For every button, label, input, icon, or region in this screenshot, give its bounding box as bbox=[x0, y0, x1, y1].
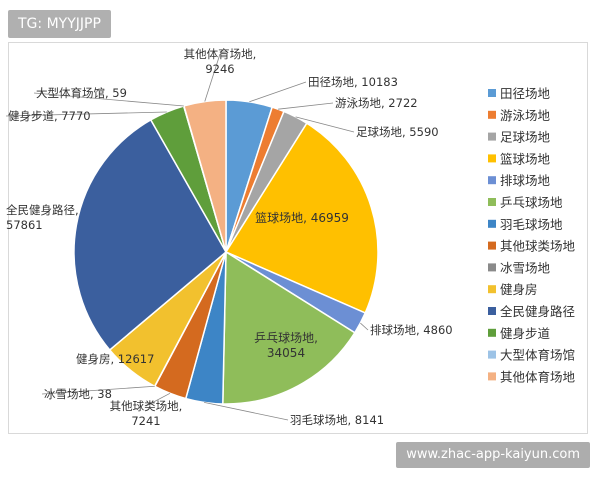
leader-line-6 bbox=[204, 402, 289, 421]
legend-swatch-13 bbox=[488, 372, 496, 381]
legend-label-0: 田径场地 bbox=[500, 86, 551, 101]
data-label-13: 其他体育场地, 9246 bbox=[184, 47, 257, 76]
data-label-1: 游泳场地, 2722 bbox=[335, 96, 418, 110]
leader-line-12 bbox=[33, 92, 184, 107]
legend-swatch-12 bbox=[488, 350, 496, 359]
data-label-12: 大型体育场馆, 59 bbox=[36, 86, 127, 100]
legend-label-12: 大型体育场馆 bbox=[500, 348, 575, 363]
legend-swatch-9 bbox=[488, 285, 496, 294]
legend-label-9: 健身房 bbox=[500, 282, 538, 297]
leader-line-1 bbox=[278, 102, 334, 110]
data-label-2: 足球场地, 5590 bbox=[356, 125, 439, 139]
legend-label-4: 排球场地 bbox=[500, 173, 551, 188]
legend-label-3: 篮球场地 bbox=[500, 151, 551, 166]
legend-label-8: 冰雪场地 bbox=[500, 260, 551, 275]
legend-swatch-5 bbox=[488, 198, 496, 206]
watermark: www.zhac-app-kaiyun.com bbox=[396, 442, 590, 468]
data-label-3: 篮球场地, 46959 bbox=[255, 210, 349, 225]
legend-label-7: 其他球类场地 bbox=[500, 239, 576, 254]
pie-slice-10 bbox=[73, 118, 227, 351]
legend-swatch-7 bbox=[488, 241, 496, 250]
leader-line-8 bbox=[41, 385, 155, 395]
leader-lines bbox=[5, 53, 369, 421]
legend-swatch-8 bbox=[488, 263, 496, 272]
data-label-0: 田径场地, 10183 bbox=[308, 75, 398, 89]
legend-swatch-3 bbox=[488, 154, 496, 163]
pie-slice-5 bbox=[222, 250, 356, 405]
data-label-4: 排球场地, 4860 bbox=[370, 323, 453, 337]
legend-label-10: 全民健身路径 bbox=[500, 304, 575, 319]
legend-swatch-4 bbox=[488, 176, 496, 185]
leader-line-0 bbox=[249, 81, 307, 103]
legend-label-2: 足球场地 bbox=[500, 130, 551, 145]
legend-label-5: 乒乓球场地 bbox=[500, 195, 563, 210]
data-label-10: 全民健身路径, 57861 bbox=[6, 203, 79, 232]
legend-swatch-0 bbox=[488, 89, 496, 97]
legend-swatch-2 bbox=[488, 132, 496, 141]
legend-swatch-11 bbox=[488, 328, 496, 337]
data-labels: 田径场地, 10183 游泳场地, 2722 足球场地, 5590 篮球场地, 469… bbox=[6, 47, 453, 428]
leader-line-13 bbox=[204, 53, 221, 102]
legend-swatch-6 bbox=[488, 219, 496, 228]
legend-swatch-1 bbox=[488, 110, 496, 119]
tag-badge: TG: MYYJJPP bbox=[8, 10, 111, 38]
leader-line-4 bbox=[360, 322, 369, 331]
legend-label-13: 其他体育场地 bbox=[500, 369, 576, 384]
data-label-7: 其他球类场地, 7241 bbox=[110, 399, 183, 428]
data-label-5: 乒乓球场地, 34054 bbox=[254, 331, 318, 360]
legend-label-1: 游泳场地 bbox=[500, 108, 551, 123]
data-label-8: 冰雪场地, 38 bbox=[44, 387, 112, 401]
pie-slice-3 bbox=[224, 122, 379, 314]
leader-line-2 bbox=[295, 116, 355, 133]
leader-line-11 bbox=[5, 111, 167, 117]
data-label-9: 健身房, 12617 bbox=[76, 352, 154, 366]
legend-label-6: 羽毛球场地 bbox=[500, 217, 563, 232]
pie-slice-13 bbox=[183, 99, 227, 253]
leader-line-7 bbox=[145, 392, 171, 407]
legend: 田径场地游泳场地足球场地篮球场地排球场地乒乓球场地羽毛球场地其他球类场地冰雪场地… bbox=[488, 86, 576, 384]
legend-label-11: 健身步道 bbox=[500, 326, 551, 341]
data-label-6: 羽毛球场地, 8141 bbox=[290, 413, 384, 427]
pie-slices bbox=[73, 99, 379, 405]
data-label-11: 健身步道, 7770 bbox=[8, 109, 91, 123]
legend-swatch-10 bbox=[488, 307, 496, 315]
